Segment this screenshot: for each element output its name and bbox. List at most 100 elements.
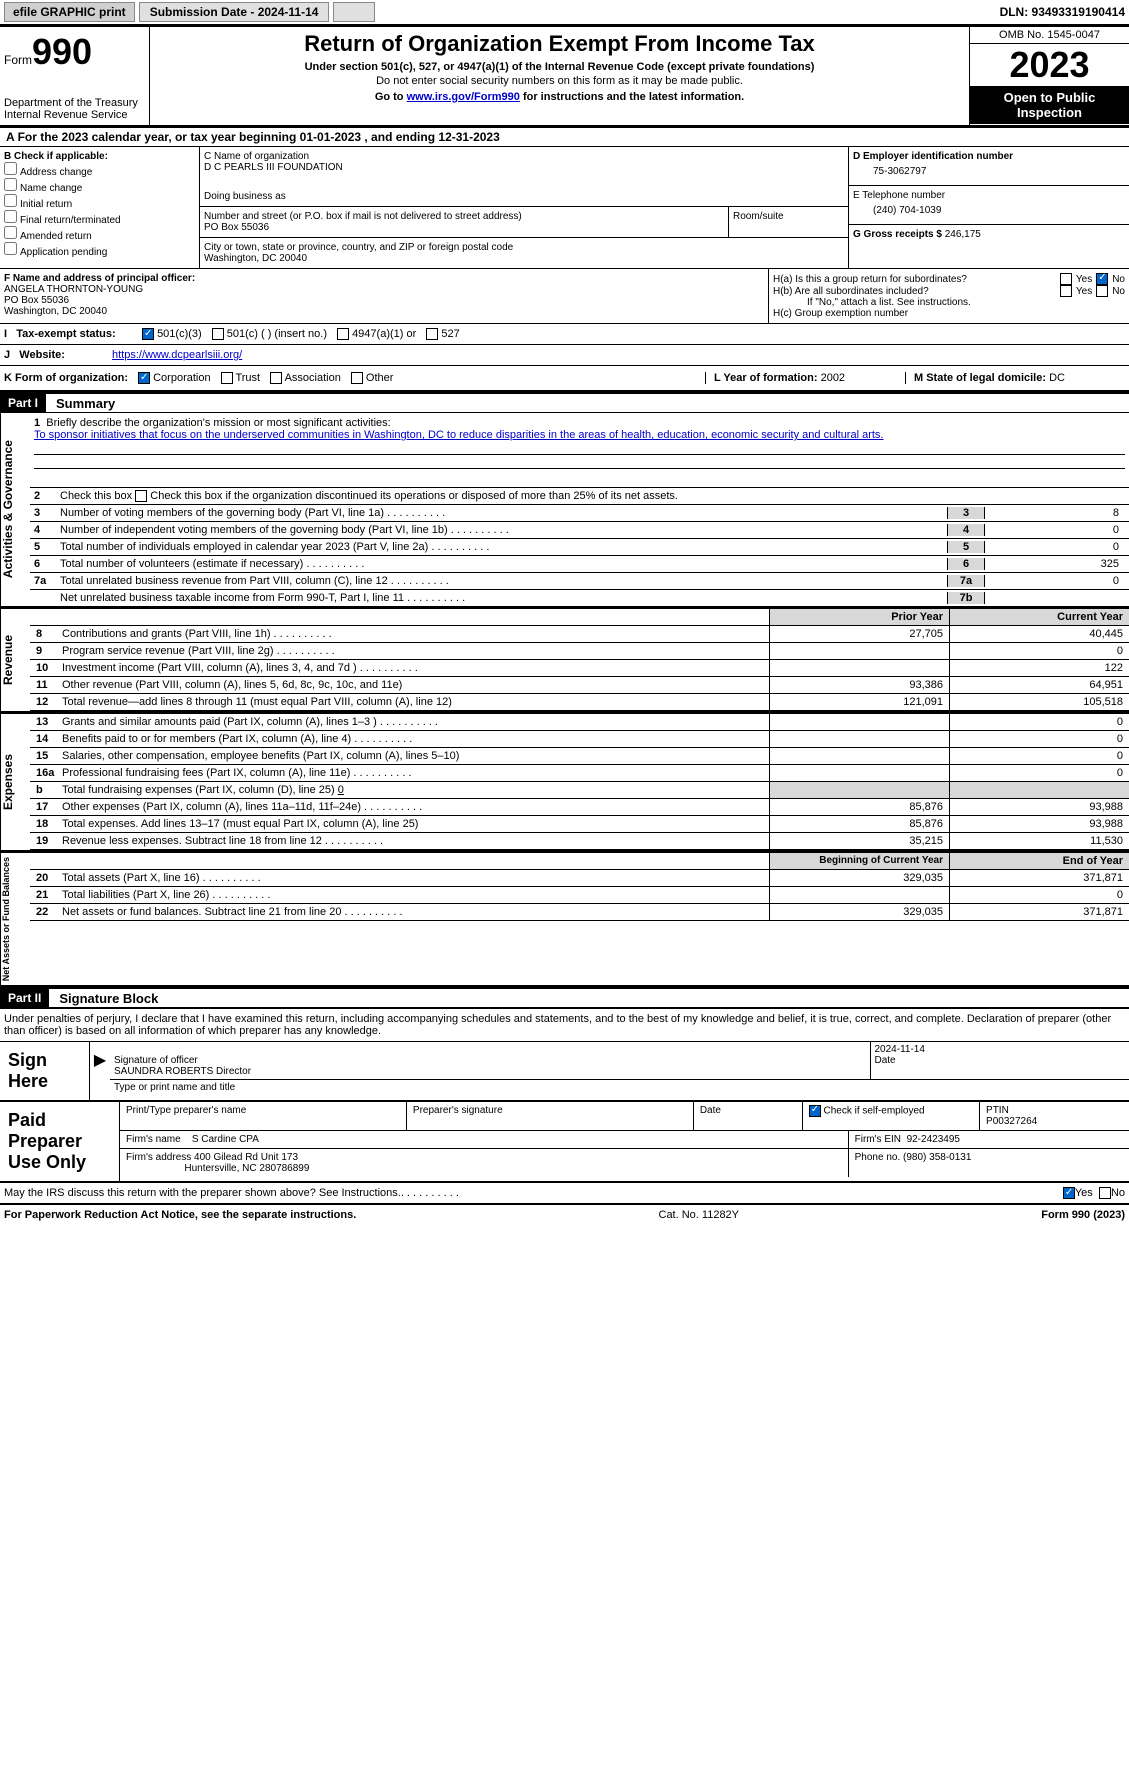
cb-application-pending[interactable]: Application pending	[4, 242, 195, 258]
box-c: C Name of organization D C PEARLS III FO…	[200, 147, 849, 268]
mission-text: To sponsor initiatives that focus on the…	[34, 429, 883, 441]
form-prefix: Form	[4, 53, 32, 67]
cb-corp[interactable]	[138, 372, 150, 384]
cb-line2[interactable]	[135, 490, 147, 502]
sig-date: 2024-11-14	[875, 1044, 925, 1055]
col-headers-na: Beginning of Current Year End of Year	[30, 853, 1129, 870]
year-formation: 2002	[821, 372, 845, 384]
line-8: 8Contributions and grants (Part VIII, li…	[30, 626, 1129, 643]
line-19: 19Revenue less expenses. Subtract line 1…	[30, 833, 1129, 850]
sign-here-label: Sign Here	[0, 1042, 90, 1100]
line-16a: 16aProfessional fundraising fees (Part I…	[30, 765, 1129, 782]
ein-value: 75-3062797	[853, 162, 1125, 181]
box-f: F Name and address of principal officer:…	[0, 269, 769, 323]
footer-cat: Cat. No. 11282Y	[356, 1209, 1041, 1221]
phone-label: E Telephone number	[853, 190, 945, 201]
org-name-label: C Name of organization	[204, 151, 844, 162]
prep-sig-label: Preparer's signature	[407, 1102, 694, 1130]
firm-name: S Cardine CPA	[192, 1134, 259, 1145]
line-15: 15Salaries, other compensation, employee…	[30, 748, 1129, 765]
section-j: J Website: https://www.dcpearlsiii.org/	[0, 344, 1129, 365]
firm-addr-1: 400 Gilead Rd Unit 173	[194, 1152, 298, 1163]
line-a-tax-year: A For the 2023 calendar year, or tax yea…	[0, 127, 1129, 146]
box-k-label: K Form of organization:	[4, 372, 128, 384]
tax-year: 2023	[970, 44, 1129, 86]
header-left: Form990 Department of the Treasury Inter…	[0, 27, 150, 125]
cb-other[interactable]	[351, 372, 363, 384]
line-18: 18Total expenses. Add lines 13–17 (must …	[30, 816, 1129, 833]
prep-name-label: Print/Type preparer's name	[120, 1102, 407, 1130]
form-title: Return of Organization Exempt From Incom…	[154, 31, 965, 57]
officer-city: Washington, DC 20040	[4, 306, 764, 317]
section-revenue: Revenue Prior Year Current Year 8Contrib…	[0, 608, 1129, 713]
hb-yes-cb[interactable]	[1060, 285, 1072, 297]
hb-label: H(b) Are all subordinates included?	[773, 286, 1056, 297]
phone-value: (240) 704-1039	[853, 201, 1125, 220]
hb-no-cb[interactable]	[1096, 285, 1108, 297]
line-12: 12Total revenue—add lines 8 through 11 (…	[30, 694, 1129, 711]
dln-text: DLN: 93493319190414	[1000, 5, 1125, 19]
line-20: 20Total assets (Part X, line 16)329,0353…	[30, 870, 1129, 887]
omb-number: OMB No. 1545-0047	[970, 27, 1129, 44]
part-2-header: Part II Signature Block	[0, 987, 1129, 1007]
part-1-header: Part I Summary	[0, 392, 1129, 412]
header-mid: Return of Organization Exempt From Incom…	[150, 27, 969, 125]
officer-name: ANGELA THORNTON-YOUNG	[4, 284, 764, 295]
line-7a: 7aTotal unrelated business revenue from …	[30, 573, 1129, 590]
form-subtitle: Under section 501(c), 527, or 4947(a)(1)…	[154, 61, 965, 73]
cb-assoc[interactable]	[270, 372, 282, 384]
state-domicile: DC	[1049, 372, 1065, 384]
spacer-button	[333, 2, 375, 22]
cb-527[interactable]	[426, 328, 438, 340]
form-note-1: Do not enter social security numbers on …	[154, 75, 965, 87]
firm-phone: (980) 358-0131	[903, 1152, 971, 1163]
line-14: 14Benefits paid to or for members (Part …	[30, 731, 1129, 748]
org-name: D C PEARLS III FOUNDATION	[204, 162, 844, 173]
form-number: 990	[32, 31, 92, 72]
section-activities-governance: Activities & Governance 1 Briefly descri…	[0, 412, 1129, 608]
prep-date-label: Date	[694, 1102, 803, 1130]
vlabel-na: Net Assets or Fund Balances	[0, 853, 30, 985]
cb-amended-return[interactable]: Amended return	[4, 226, 195, 242]
topbar: efile GRAPHIC print Submission Date - 20…	[0, 0, 1129, 25]
cb-name-change[interactable]: Name change	[4, 178, 195, 194]
cb-address-change[interactable]: Address change	[4, 162, 195, 178]
vlabel-rev: Revenue	[0, 609, 30, 711]
section-klm: K Form of organization: Corporation Trus…	[0, 365, 1129, 392]
ha-label: H(a) Is this a group return for subordin…	[773, 274, 1056, 285]
dept-text: Department of the Treasury Internal Reve…	[4, 97, 145, 121]
hb-note: If "No," attach a list. See instructions…	[773, 297, 1125, 308]
line-3: 3Number of voting members of the governi…	[30, 505, 1129, 522]
may-no-cb[interactable]	[1099, 1187, 1111, 1199]
sign-here-block: Sign Here ▶ Signature of officerSAUNDRA …	[0, 1041, 1129, 1100]
cb-initial-return[interactable]: Initial return	[4, 194, 195, 210]
cb-final-return[interactable]: Final return/terminated	[4, 210, 195, 226]
submission-date-button[interactable]: Submission Date - 2024-11-14	[139, 2, 330, 22]
cb-501c[interactable]	[212, 328, 224, 340]
may-yes-cb[interactable]	[1063, 1187, 1075, 1199]
col-headers-rev: Prior Year Current Year	[30, 609, 1129, 626]
cb-trust[interactable]	[221, 372, 233, 384]
addr-label: Number and street (or P.O. box if mail i…	[204, 211, 724, 222]
footer-left: For Paperwork Reduction Act Notice, see …	[4, 1209, 356, 1221]
header-right: OMB No. 1545-0047 2023 Open to Public In…	[969, 27, 1129, 125]
vlabel-ag: Activities & Governance	[0, 413, 30, 606]
efile-print-button[interactable]: efile GRAPHIC print	[4, 2, 135, 22]
may-irs-discuss: May the IRS discuss this return with the…	[0, 1183, 1129, 1203]
irs-link[interactable]: www.irs.gov/Form990	[407, 91, 520, 103]
box-b-title: B Check if applicable:	[4, 151, 108, 162]
footer: For Paperwork Reduction Act Notice, see …	[0, 1203, 1129, 1225]
ha-no-cb[interactable]	[1096, 273, 1108, 285]
line-10: 10Investment income (Part VIII, column (…	[30, 660, 1129, 677]
form-note-2: Go to www.irs.gov/Form990 for instructio…	[154, 91, 965, 103]
open-public-inspection: Open to Public Inspection	[970, 86, 1129, 124]
footer-right: Form 990 (2023)	[1041, 1209, 1125, 1221]
ha-yes-cb[interactable]	[1060, 273, 1072, 285]
cb-501c3[interactable]	[142, 328, 154, 340]
cb-4947[interactable]	[337, 328, 349, 340]
ein-label: D Employer identification number	[853, 151, 1013, 162]
cb-self-employed[interactable]	[809, 1105, 821, 1117]
line-9: 9Program service revenue (Part VIII, lin…	[30, 643, 1129, 660]
website-link[interactable]: https://www.dcpearlsiii.org/	[112, 349, 242, 361]
line-21: 21Total liabilities (Part X, line 26)0	[30, 887, 1129, 904]
